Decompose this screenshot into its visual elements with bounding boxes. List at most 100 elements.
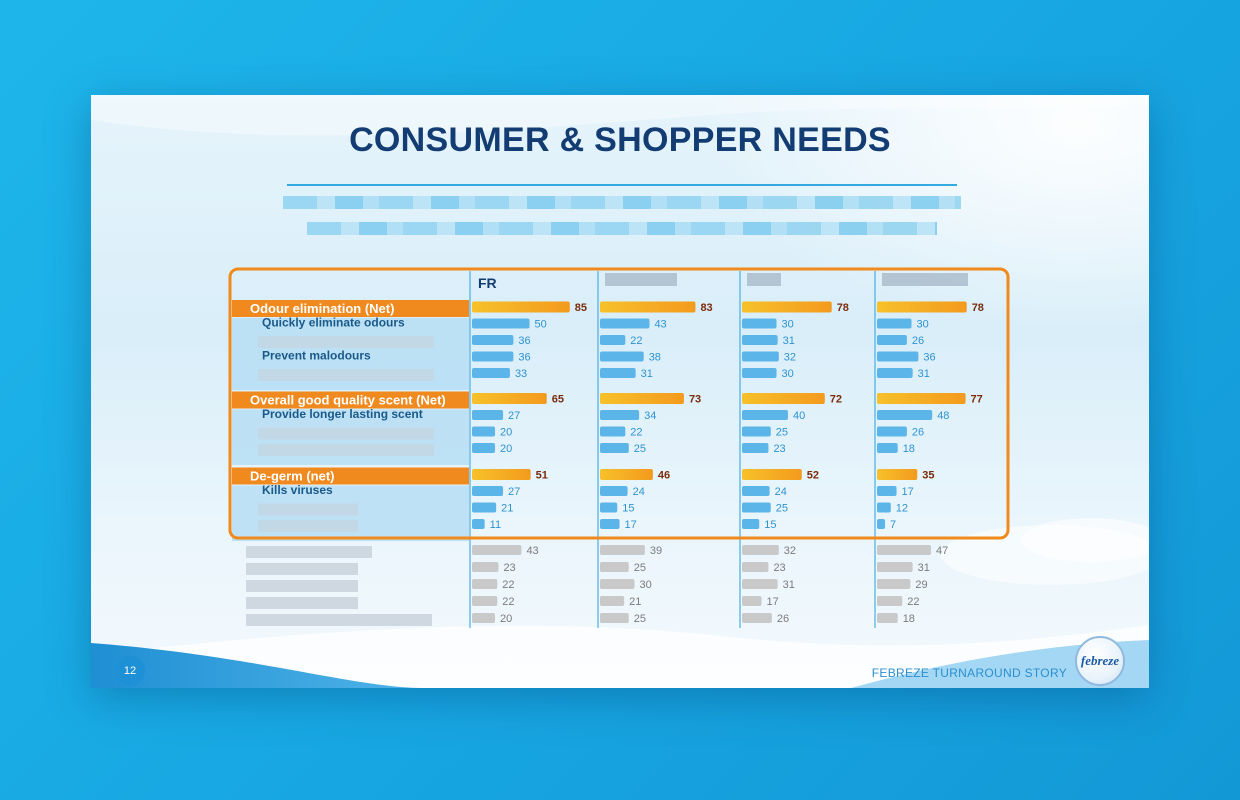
bar	[877, 469, 918, 480]
bar	[600, 613, 629, 623]
bar	[600, 519, 620, 529]
data-label: 78	[972, 302, 984, 314]
redacted-sub-item-label	[258, 336, 434, 348]
data-label: 51	[536, 470, 548, 482]
bar	[877, 502, 891, 513]
bar	[472, 426, 495, 437]
data-label: 25	[634, 443, 646, 455]
redacted-column-header	[605, 273, 677, 286]
bar	[742, 351, 779, 362]
redacted-other-label	[246, 546, 372, 558]
bar	[472, 613, 495, 623]
bar	[600, 562, 629, 572]
bar	[877, 486, 897, 496]
data-label: 17	[625, 519, 637, 531]
footer-text: FEBREZE TURNAROUND STORY	[871, 666, 1067, 680]
data-label: 85	[575, 302, 587, 314]
data-label: 27	[508, 486, 520, 498]
bar	[742, 562, 769, 572]
bar	[472, 562, 499, 572]
slide-title: CONSUMER & SHOPPER NEEDS	[349, 121, 891, 159]
bar	[472, 301, 570, 313]
data-label: 26	[912, 427, 924, 439]
bar	[742, 301, 832, 313]
data-label: 22	[630, 335, 642, 347]
data-label: 24	[633, 486, 645, 498]
bar	[877, 519, 886, 529]
redacted-other-label	[246, 597, 358, 609]
data-label: 30	[782, 319, 794, 331]
redacted-sub-item-label	[258, 503, 358, 516]
data-label: 52	[807, 470, 819, 482]
data-label: 25	[776, 427, 788, 439]
data-label: 47	[936, 545, 948, 557]
data-label: 33	[515, 368, 527, 380]
bar	[472, 486, 504, 496]
bar	[742, 579, 778, 589]
data-label: 73	[689, 394, 701, 406]
bar	[742, 443, 769, 453]
bar	[600, 301, 696, 313]
data-label: 26	[912, 335, 924, 347]
data-label: 36	[923, 352, 935, 364]
data-label: 43	[526, 545, 538, 557]
bar	[877, 562, 913, 572]
data-label: 21	[629, 596, 641, 608]
net-category-label: De-germ (net)	[250, 469, 335, 484]
data-label: 15	[622, 503, 634, 515]
bar	[472, 502, 497, 513]
redacted-other-label	[246, 614, 432, 626]
bar	[600, 579, 635, 589]
data-label: 30	[917, 319, 929, 331]
bar	[877, 579, 911, 589]
data-label: 23	[773, 562, 785, 574]
sub-item-label: Prevent malodours	[262, 349, 371, 363]
net-label-background	[232, 300, 469, 317]
bar	[600, 469, 653, 480]
bar	[600, 426, 626, 437]
bar	[742, 596, 762, 606]
data-label: 30	[640, 579, 652, 591]
sub-item-label: Quickly eliminate odours	[262, 316, 405, 330]
data-label: 24	[775, 486, 787, 498]
data-label: 11	[490, 519, 501, 531]
blurred-subtitle-line-2	[307, 222, 937, 235]
data-label: 23	[773, 443, 785, 455]
data-label: 34	[644, 410, 656, 422]
data-label: 20	[500, 427, 512, 439]
bar	[600, 502, 618, 513]
bar	[472, 335, 514, 345]
data-label: 48	[937, 410, 949, 422]
bar	[600, 368, 636, 378]
bar	[742, 486, 770, 496]
data-label: 25	[634, 562, 646, 574]
bar	[742, 545, 779, 555]
data-label: 17	[767, 596, 779, 608]
bar	[742, 519, 760, 529]
data-label: 40	[793, 410, 805, 422]
bar	[877, 596, 903, 606]
bar	[877, 335, 907, 345]
net-category-label: Overall good quality scent (Net)	[250, 393, 446, 408]
data-label: 38	[649, 352, 661, 364]
bar	[472, 443, 495, 453]
bar	[877, 368, 913, 378]
needs-bar-chart: FR Odour elimination (Net) 85 83 78 78 Quickly…	[228, 267, 1010, 628]
bar	[600, 393, 684, 404]
bar	[472, 579, 498, 589]
redacted-column-header	[882, 273, 968, 286]
bar	[877, 301, 967, 313]
data-label: 72	[830, 394, 842, 406]
bar	[600, 596, 625, 606]
data-label: 31	[918, 562, 930, 574]
redacted-sub-item-label	[258, 444, 434, 456]
bar	[472, 410, 504, 420]
data-label: 36	[518, 352, 530, 364]
blurred-subtitle-line-1	[283, 196, 961, 209]
data-label: 27	[508, 410, 520, 422]
bar	[472, 519, 485, 529]
bar	[877, 410, 933, 420]
bar	[742, 393, 825, 404]
redacted-other-label	[246, 580, 358, 592]
bar	[472, 596, 498, 606]
